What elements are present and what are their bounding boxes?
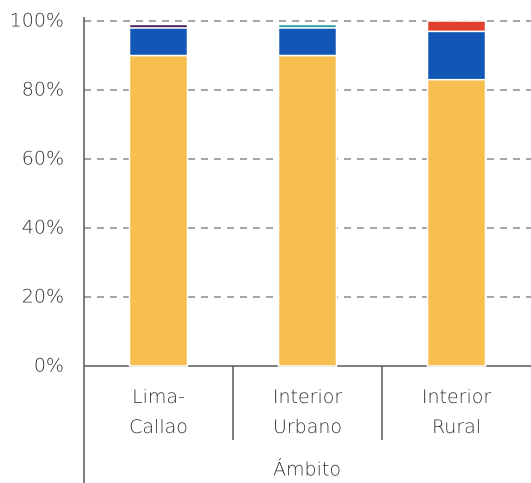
bar-segment <box>128 27 189 57</box>
y-tick-label: 80% <box>22 79 64 101</box>
y-tick-label: 40% <box>22 217 64 239</box>
y-tick-label: 100% <box>10 10 64 32</box>
x-tick-label: Interior Urbano <box>273 386 342 438</box>
bar-segment <box>426 78 487 367</box>
bar-segment <box>277 23 338 29</box>
bar-segment <box>128 54 189 367</box>
x-tick-label: Interior Rural <box>422 386 491 438</box>
x-tick-label: Lima-Callao <box>129 386 188 438</box>
bar-segment <box>426 30 487 81</box>
bar-segment <box>277 54 338 367</box>
bar-segment <box>426 20 487 33</box>
y-tick-label: 20% <box>22 286 64 308</box>
x-axis-label: Ámbito <box>273 458 341 481</box>
bar-segment <box>128 23 189 29</box>
y-tick-label: 0% <box>34 355 64 377</box>
bar-segment <box>277 27 338 57</box>
y-tick-label: 60% <box>22 148 64 170</box>
